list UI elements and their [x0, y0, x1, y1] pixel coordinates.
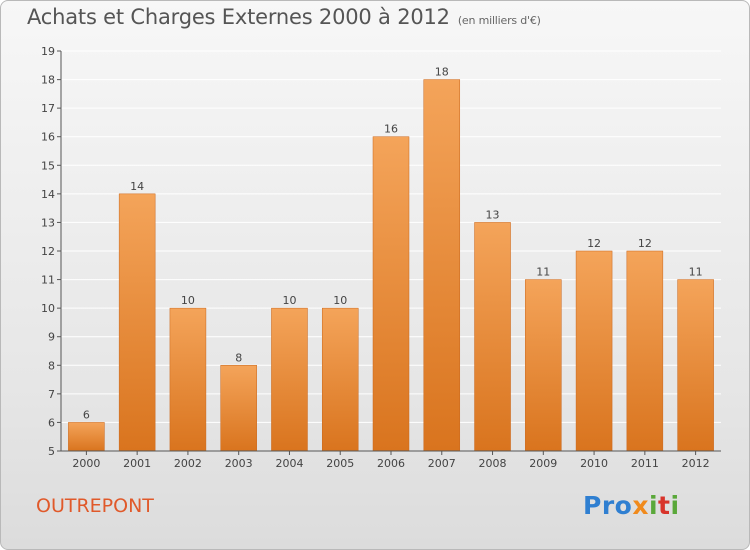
x-tick-label: 2008 — [479, 457, 507, 470]
x-tick-label: 2004 — [275, 457, 303, 470]
x-tick-label: 2001 — [123, 457, 151, 470]
y-tick-label: 9 — [48, 331, 55, 344]
logo-part-2: x — [632, 491, 649, 520]
y-tick-label: 16 — [41, 131, 55, 144]
bar-value-label: 11 — [536, 266, 550, 279]
y-tick-label: 19 — [41, 45, 55, 58]
bar-value-label: 18 — [435, 66, 449, 79]
labels: 5 6 7 8 9 10 11 12 13 14 15 16 17 18 19 6 2000 14 2001 10 20… — [41, 45, 710, 470]
y-tick-label: 11 — [41, 274, 55, 287]
bar-value-label: 16 — [384, 123, 398, 136]
x-tick-label: 2010 — [580, 457, 608, 470]
bar-value-label: 12 — [638, 237, 652, 250]
x-tick-label: 2009 — [529, 457, 557, 470]
y-tick-label: 18 — [41, 74, 55, 87]
bar-value-label: 6 — [83, 408, 90, 421]
bar — [271, 307, 308, 452]
bar — [372, 136, 410, 452]
y-tick-label: 17 — [41, 102, 55, 115]
bar-value-label: 10 — [181, 294, 195, 307]
bar-value-label: 10 — [282, 294, 296, 307]
bar-value-label: 12 — [587, 237, 601, 250]
commune-name: OUTREPONT — [36, 495, 154, 517]
chart-title: Achats et Charges Externes 2000 à 2012 (e… — [27, 5, 541, 29]
bars — [68, 79, 714, 452]
x-tick-label: 2003 — [225, 457, 253, 470]
bar — [220, 365, 257, 452]
bar-value-label: 13 — [486, 208, 500, 221]
bar — [525, 279, 562, 452]
bar — [626, 250, 664, 452]
x-tick-label: 2005 — [326, 457, 354, 470]
y-tick-label: 7 — [48, 388, 55, 401]
bar — [474, 222, 511, 452]
x-tick-label: 2000 — [72, 457, 100, 470]
y-tick-label: 5 — [48, 445, 55, 458]
axes — [57, 50, 721, 455]
bar — [423, 79, 461, 452]
bar — [575, 250, 613, 452]
bar — [321, 307, 359, 452]
y-tick-label: 14 — [41, 188, 55, 201]
x-tick-label: 2011 — [631, 457, 659, 470]
bar-value-label: 10 — [333, 294, 347, 307]
chart-subtitle: (en milliers d'€) — [457, 14, 541, 27]
logo-part-1: Pro — [583, 491, 633, 520]
bar — [118, 193, 156, 452]
y-tick-label: 12 — [41, 245, 55, 258]
x-tick-label: 2006 — [377, 457, 405, 470]
bar-value-label: 8 — [235, 351, 242, 364]
logo-part-4: t — [658, 491, 671, 520]
y-tick-label: 13 — [41, 216, 55, 229]
x-tick-label: 2002 — [174, 457, 202, 470]
bar-value-label: 14 — [130, 180, 144, 193]
logo-part-5: i — [670, 491, 680, 520]
chart-title-text: Achats et Charges Externes 2000 à 2012 — [27, 5, 450, 29]
y-tick-label: 6 — [48, 416, 55, 429]
bar — [169, 307, 207, 452]
y-tick-label: 8 — [48, 359, 55, 372]
x-tick-label: 2012 — [682, 457, 710, 470]
bar — [68, 422, 105, 452]
x-tick-label: 2007 — [428, 457, 456, 470]
bar — [677, 279, 714, 452]
y-tick-label: 10 — [41, 302, 55, 315]
logo-part-3: i — [648, 491, 659, 520]
proxiti-logo: Proxiti — [583, 491, 680, 520]
y-tick-label: 15 — [41, 159, 55, 172]
bar-value-label: 11 — [689, 266, 703, 279]
